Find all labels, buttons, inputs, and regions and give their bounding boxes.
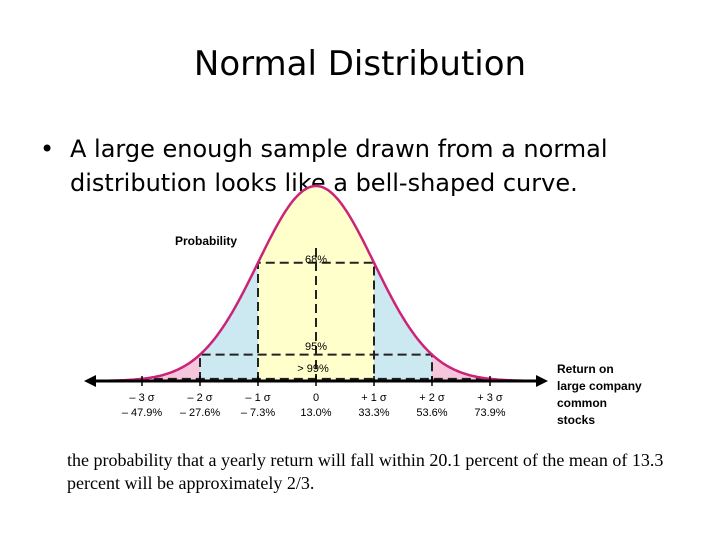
tick-value-label: 33.3%	[358, 407, 389, 419]
tick-sigma-label: + 3 σ	[477, 392, 503, 404]
x-axis-right-arrow	[536, 375, 548, 387]
band-label-68: 68%	[305, 254, 327, 266]
x-axis-label-line-4: stocks	[557, 413, 595, 427]
slide-title: Normal Distribution	[193, 44, 527, 84]
caption-text: the probability that a yearly return wil…	[67, 450, 664, 493]
tick-sigma-label: – 1 σ	[245, 392, 270, 404]
right-tail-region	[432, 354, 540, 381]
bullet-text: A large enough sample drawn from a norma…	[70, 135, 608, 197]
band-label-95: 95%	[305, 341, 327, 353]
x-axis-left-arrow	[84, 375, 96, 387]
tick-sigma-label: + 1 σ	[361, 392, 387, 404]
tick-sigma-label: + 2 σ	[419, 392, 445, 404]
tick-sigma-label: – 2 σ	[187, 392, 212, 404]
band-label-99: > 99%	[297, 363, 329, 375]
x-axis-label: Return on large company common stocks	[557, 362, 645, 427]
tick-value-label: 53.6%	[416, 407, 447, 419]
y-label-box	[168, 230, 252, 248]
bell-curve	[92, 184, 540, 383]
x-axis-label-line-1: Return on	[557, 362, 614, 376]
tick-value-label: 73.9%	[474, 407, 505, 419]
tick-sigma-label: – 3 σ	[129, 392, 154, 404]
bullet-point: • A large enough sample drawn from a nor…	[40, 132, 690, 200]
left-tail-region	[92, 354, 200, 381]
x-axis-label-line-2: large company	[557, 379, 642, 393]
bullet-dot: •	[40, 135, 55, 163]
tick-value-label: 13.0%	[300, 407, 331, 419]
x-axis-label-line-3: common	[557, 396, 607, 410]
tick-value-label: – 47.9%	[122, 407, 163, 419]
tick-value-label: – 27.6%	[180, 407, 221, 419]
y-axis-label: Probability	[175, 234, 237, 248]
tick-sigma-label: 0	[313, 392, 319, 404]
tick-value-label: – 7.3%	[241, 407, 275, 419]
